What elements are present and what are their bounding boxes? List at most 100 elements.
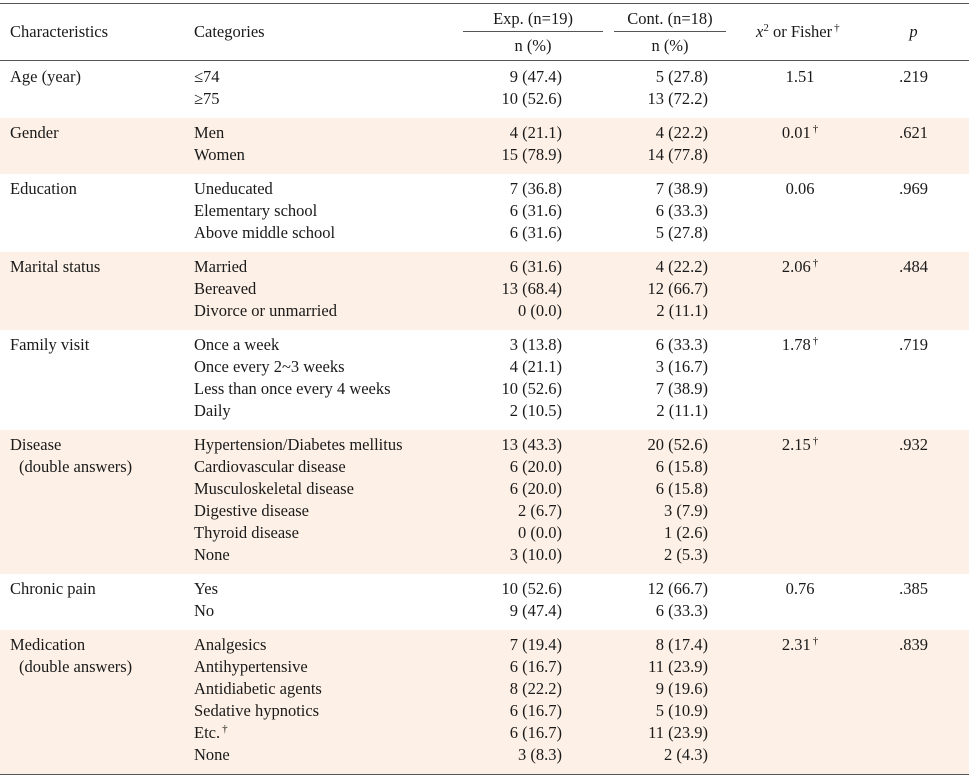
cell-cont-line: 7 (38.9) [655, 179, 708, 198]
cell-exp-line: 7 (19.4) [509, 635, 562, 654]
chi-value: 0.06 [785, 179, 815, 198]
cell-cont-line: 6 (15.8) [655, 457, 708, 476]
cell-categories-line: Thyroid disease [194, 523, 299, 542]
cell-categories-line: ≤74 [194, 67, 220, 86]
cell-characteristic-line: Chronic pain [10, 579, 96, 598]
cell-cont-line: 9 (19.6) [655, 679, 708, 698]
cell-characteristic: Chronic pain [10, 578, 96, 600]
cell-exp: 4 (21.1) 15 (78.9) [463, 122, 563, 166]
fisher-dagger: † [812, 435, 819, 447]
cell-chi: 2.31 † [760, 634, 840, 658]
cell-characteristic: Education [10, 178, 77, 200]
cell-cont-line: 20 (52.6) [647, 435, 709, 454]
header-exp: Exp. (n=19) [493, 9, 573, 28]
cell-exp-line: 15 (78.9) [501, 145, 563, 164]
cell-categories-line: Cardiovascular disease [194, 457, 346, 476]
cell-categories-line: Once a week [194, 335, 280, 354]
cell-categories-line: Above middle school [194, 223, 336, 242]
cell-characteristic-line: (double answers) [19, 457, 133, 476]
cell-categories-line: Antidiabetic agents [194, 679, 322, 698]
cell-cont-line: 12 (66.7) [647, 579, 709, 598]
cell-categories-line: Musculoskeletal disease [194, 479, 354, 498]
cell-characteristic-line: (double answers) [19, 657, 133, 676]
cell-cont-line: 2 (11.1) [656, 301, 708, 320]
cell-cont-line: 7 (38.9) [655, 379, 708, 398]
cell-exp: 9 (47.4) 10 (52.6) [463, 66, 563, 110]
cell-exp-line: 9 (47.4) [509, 601, 562, 620]
cell-characteristic: Marital status [10, 256, 100, 278]
cell-categories-line: Elementary school [194, 201, 318, 220]
cell-characteristic-line: Medication [10, 635, 86, 654]
cell-exp-line: 2 (6.7) [518, 501, 562, 520]
cell-characteristic-line: Gender [10, 123, 59, 142]
cell-categories-line: Divorce or unmarried [194, 301, 337, 320]
chi-value: 2.31 [781, 635, 811, 654]
table-bottom-rule [0, 774, 969, 775]
cell-exp-line: 13 (43.3) [501, 435, 563, 454]
cell-cont-line: 5 (27.8) [655, 223, 708, 242]
cell-cont-line: 14 (77.8) [647, 145, 709, 164]
cell-characteristic: Disease (double answers) [10, 434, 132, 478]
cell-exp-line: 6 (16.7) [509, 657, 562, 676]
cell-cont-line: 6 (15.8) [655, 479, 708, 498]
table-row-group: Marital status Married Bereaved Divorce or … [0, 252, 969, 330]
cell-exp-line: 6 (16.7) [509, 723, 562, 742]
cell-exp: 10 (52.6) 9 (47.4) [463, 578, 563, 622]
cell-categories-line: Once every 2~3 weeks [194, 357, 345, 376]
header-chi-fisher: x2 or Fisher † [756, 21, 840, 45]
cell-exp-line: 0 (0.0) [518, 523, 562, 542]
cell-exp: 3 (13.8) 4 (21.1) 10 (52.6) 2 (10.5) [463, 334, 563, 422]
cell-exp-line: 2 (10.5) [509, 401, 562, 420]
cell-exp-line: 3 (8.3) [518, 745, 562, 764]
cell-exp-line: 10 (52.6) [501, 89, 563, 108]
cell-characteristic-line: Age (year) [10, 67, 81, 86]
cell-chi: 1.78 † [760, 334, 840, 358]
cell-categories: Once a week Once every 2~3 weeks Less than… [194, 334, 391, 422]
cell-cont-line: 4 (22.2) [655, 123, 708, 142]
header-cont-npct: n (%) [651, 36, 689, 55]
cell-categories-line: Men [194, 123, 225, 142]
cell-cont: 7 (38.9) 6 (33.3) 5 (27.8) [614, 178, 708, 244]
chi-value: 0.76 [785, 579, 815, 598]
cell-cont-line: 8 (17.4) [655, 635, 708, 654]
cell-cont: 5 (27.8) 13 (72.2) [614, 66, 709, 110]
cell-cont-line: 4 (22.2) [655, 257, 708, 276]
cell-categories: Hypertension/Diabetes mellitus Cardiovasc… [194, 434, 403, 566]
cell-cont-line: 2 (5.3) [664, 545, 708, 564]
fisher-dagger: † [812, 257, 819, 269]
cell-cont: 4 (22.2) 12 (66.7) 2 (11.1) [614, 256, 709, 322]
header-bottom-rule [0, 60, 969, 61]
cell-cont-line: 6 (33.3) [655, 601, 708, 620]
header-cont: Cont. (n=18) [627, 9, 713, 28]
cell-cont-line: 1 (2.6) [664, 523, 708, 542]
cell-p: .484 [899, 257, 928, 276]
cell-categories-line: ≥75 [194, 89, 220, 108]
cell-categories-line: Less than once every 4 weeks [194, 379, 391, 398]
cell-cont: 12 (66.7) 6 (33.3) [614, 578, 709, 622]
chi-rest: or Fisher [768, 22, 833, 41]
chi-value: 1.51 [785, 67, 815, 86]
cont-subrule [614, 31, 726, 32]
cell-p: .719 [899, 335, 928, 354]
cell-p: .839 [899, 635, 928, 654]
fisher-dagger: † [812, 123, 819, 135]
cell-categories-line: Uneducated [194, 179, 273, 198]
cell-chi: 0.01 † [760, 122, 840, 146]
cell-exp-line: 6 (20.0) [509, 479, 562, 498]
header-dagger: † [834, 22, 840, 34]
cell-categories-line: Yes [194, 579, 219, 598]
cell-categories: Uneducated Elementary school Above middle … [194, 178, 335, 244]
cell-exp: 6 (31.6) 13 (68.4) 0 (0.0) [463, 256, 563, 322]
cell-categories-line: Analgesics [194, 635, 267, 654]
cell-cont-line: 6 (33.3) [655, 201, 708, 220]
cell-categories-line: None [194, 545, 230, 564]
cell-cont-line: 11 (23.9) [648, 723, 708, 742]
cell-characteristic-line: Family visit [10, 335, 90, 354]
chi-value: 0.01 [781, 123, 811, 142]
cell-cont-line: 5 (27.8) [655, 67, 708, 86]
cell-cont-line: 13 (72.2) [647, 89, 709, 108]
fisher-dagger: † [812, 335, 819, 347]
cell-exp: 7 (36.8) 6 (31.6) 6 (31.6) [463, 178, 562, 244]
cell-cont-line: 3 (7.9) [664, 501, 708, 520]
cell-categories: Men Women [194, 122, 245, 166]
